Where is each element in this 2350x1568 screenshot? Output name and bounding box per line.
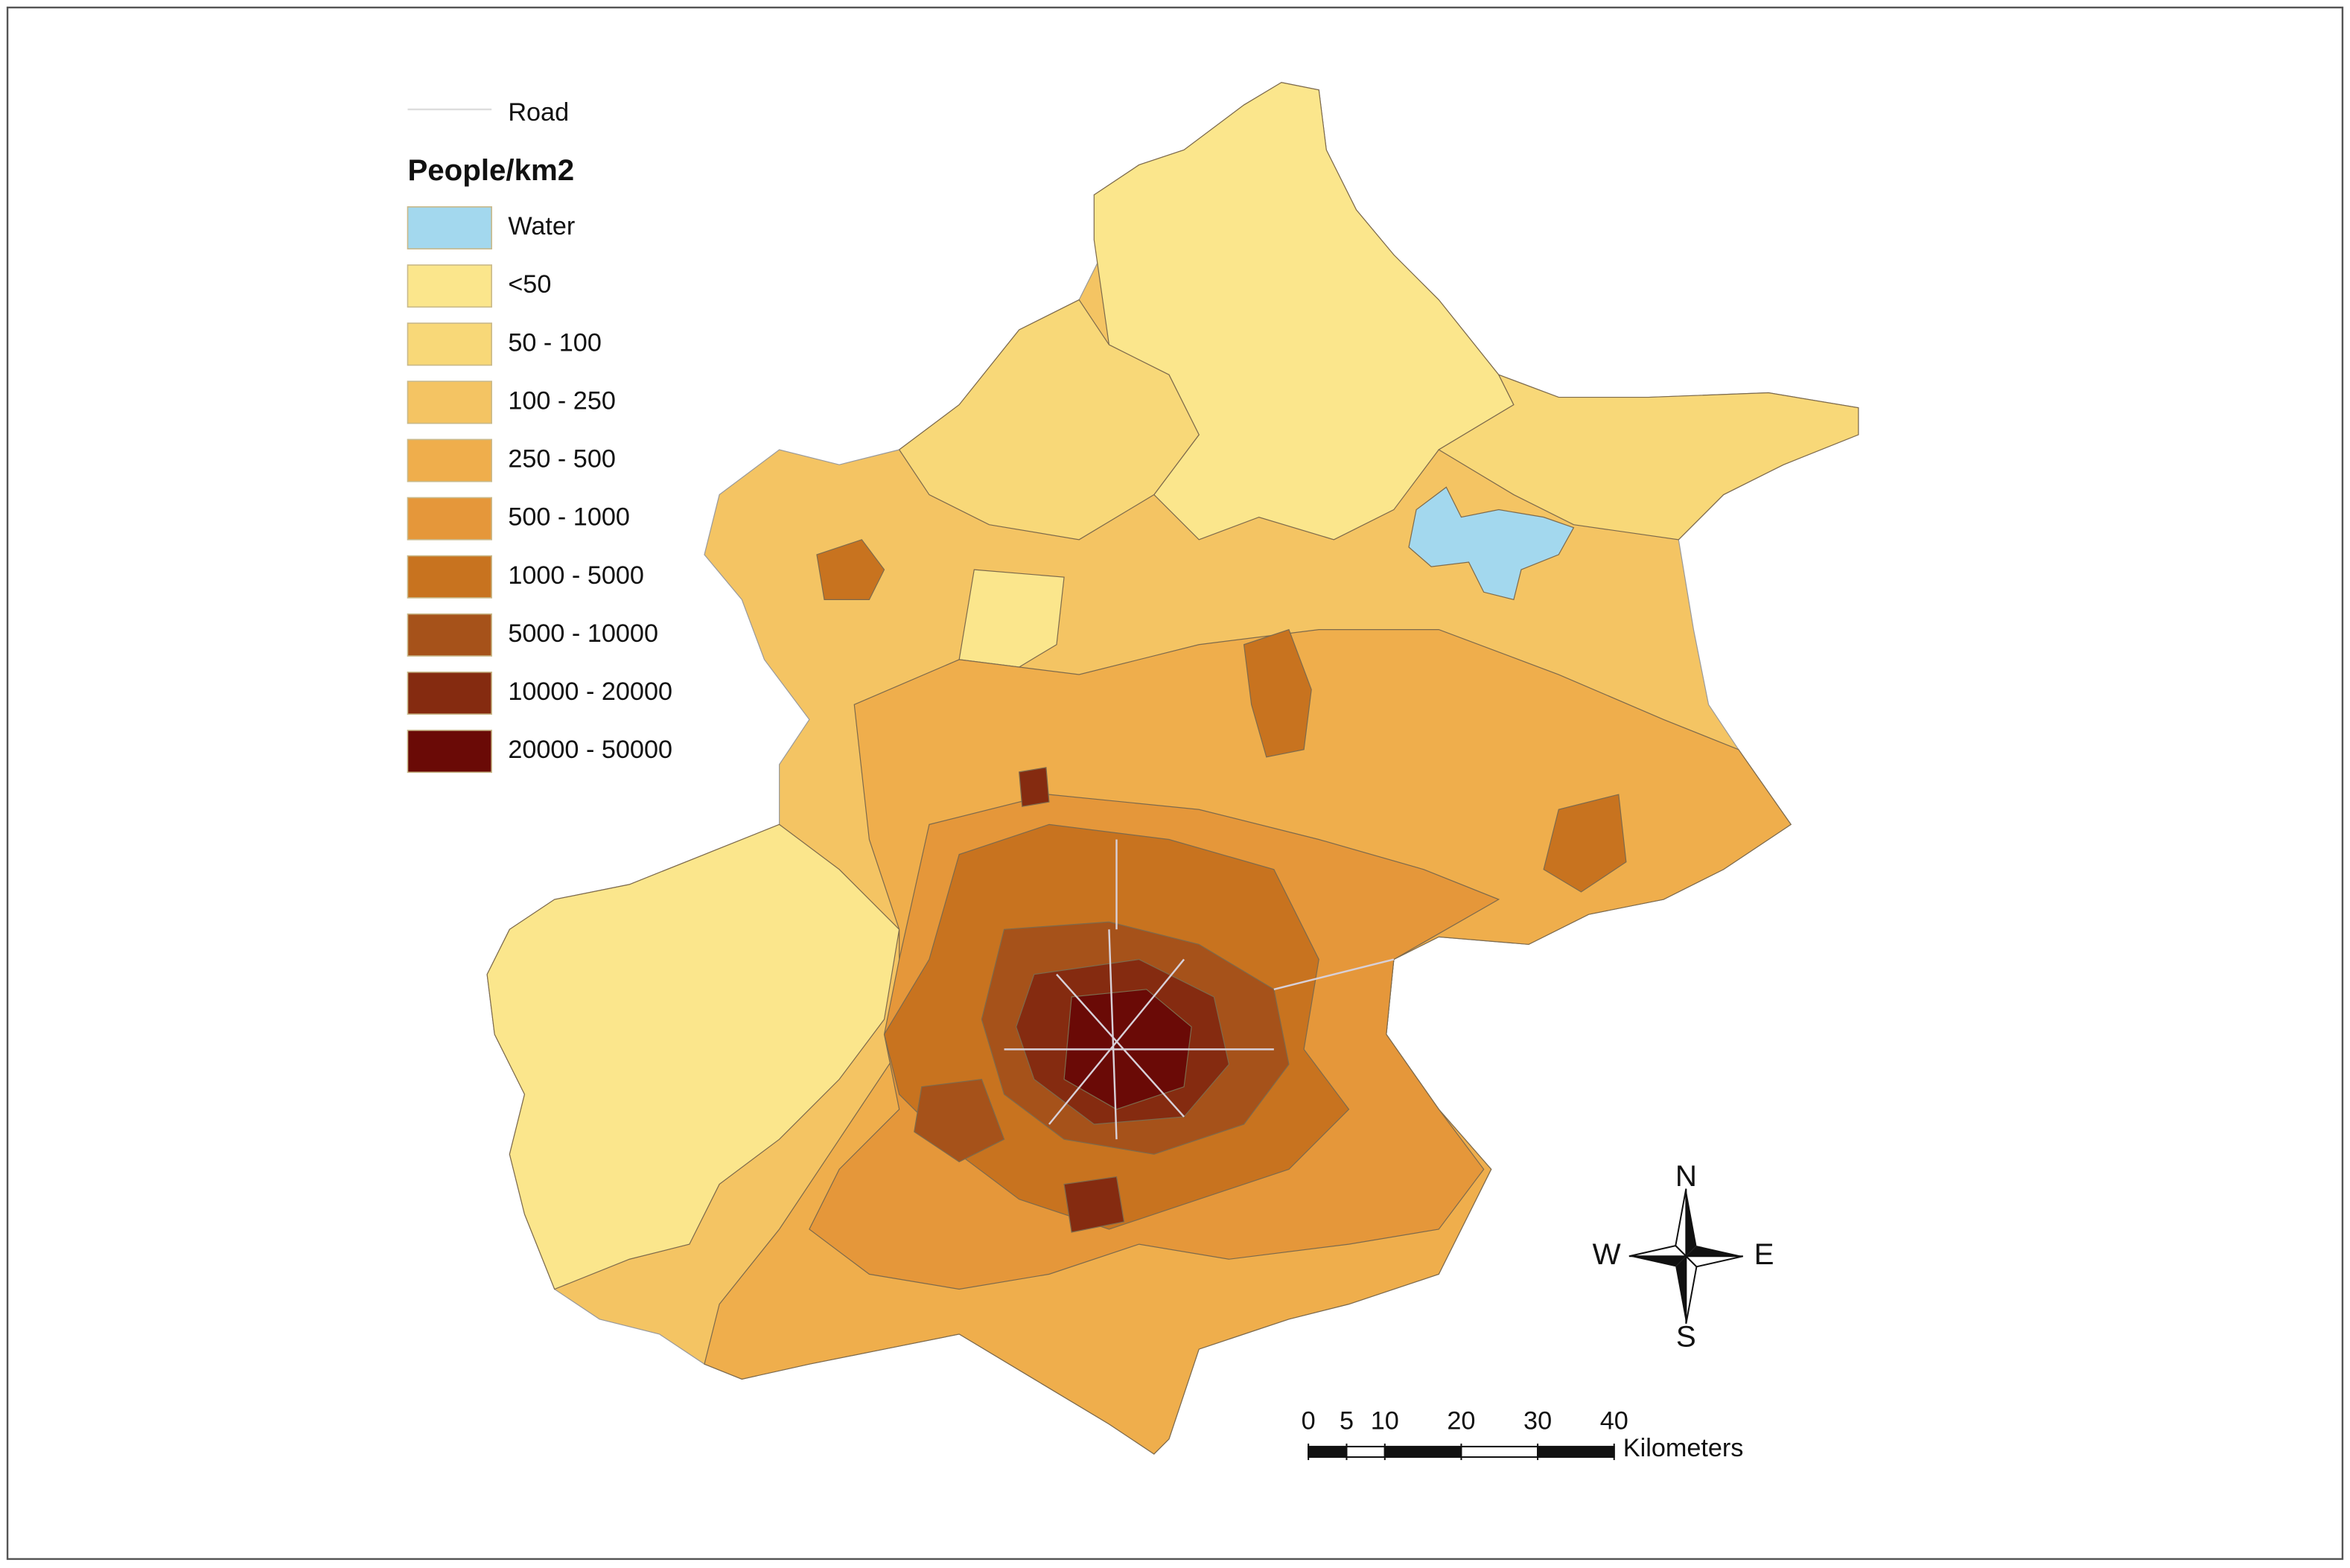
legend-label: <50: [508, 270, 551, 299]
legend-label: 10000 - 20000: [508, 678, 672, 706]
compass-w: W: [1593, 1237, 1621, 1271]
legend-label: 50 - 100: [508, 328, 602, 357]
legend-label: 250 - 500: [508, 445, 616, 474]
legend-swatch: [407, 613, 492, 657]
legend-swatch: [407, 555, 492, 599]
legend-swatch: [407, 497, 492, 541]
legend-label: 20000 - 50000: [508, 736, 672, 764]
road-lines: [1004, 839, 1395, 1140]
compass-arm: [1686, 1188, 1697, 1257]
legend-label: 500 - 1000: [508, 503, 630, 532]
scale-tick-label: 5: [1340, 1407, 1354, 1435]
legend-swatch: [407, 322, 492, 366]
region-west-2: [958, 569, 1065, 668]
legend-swatch: [407, 439, 492, 482]
compass-arm: [1684, 1255, 1744, 1268]
scale-unit: Kilometers: [1623, 1434, 1744, 1462]
scale-segment: [1383, 1445, 1462, 1459]
scale-tick-label: 10: [1371, 1407, 1399, 1435]
region-west: [486, 823, 900, 1290]
scale-segment: [1537, 1445, 1615, 1459]
legend-swatch: [407, 671, 492, 715]
legend-swatch: [407, 264, 492, 308]
legend-label: 100 - 250: [508, 386, 616, 415]
region-northeast: [1438, 374, 1859, 541]
compass-arm: [1628, 1256, 1687, 1267]
map-regions: [486, 82, 1859, 1455]
region-nw-town: [816, 539, 885, 600]
compass-e: E: [1754, 1237, 1774, 1271]
compass: N S W E: [1593, 1159, 1774, 1353]
legend-swatch: [407, 730, 492, 774]
legend: Road People/km2 Water <50 50 - 100 100 - 25…: [407, 98, 672, 774]
legend-title: People/km2: [407, 153, 574, 187]
region-northwest: [898, 299, 1200, 541]
compass-arm: [1686, 1246, 1743, 1257]
region-north: [1093, 82, 1515, 541]
scale-tick-label: 20: [1447, 1407, 1475, 1435]
water-body: [1408, 486, 1575, 601]
region-south-town: [1063, 1176, 1125, 1233]
legend-label: Water: [508, 212, 575, 240]
scale-segment: [1346, 1445, 1386, 1459]
scale-tick-label: 40: [1600, 1407, 1628, 1435]
compass-s: S: [1676, 1320, 1696, 1354]
legend-swatch: [407, 380, 492, 424]
region-east-town: [1243, 628, 1312, 758]
scale-segment: [1460, 1445, 1539, 1459]
road-label: Road: [508, 98, 569, 127]
compass-n: N: [1675, 1159, 1697, 1193]
legend-label: 1000 - 5000: [508, 561, 644, 590]
compass-arm: [1628, 1245, 1688, 1258]
region-sw-town: [914, 1078, 1005, 1163]
region-e-town: [1543, 794, 1627, 893]
compass-arm: [1675, 1256, 1687, 1324]
scale-segment: [1308, 1445, 1348, 1459]
region-north-town: [1019, 767, 1050, 807]
legend-swatch: [407, 206, 492, 250]
scale-tick-label: 0: [1302, 1407, 1316, 1435]
scale-tick-label: 30: [1523, 1407, 1552, 1435]
legend-label: 5000 - 10000: [508, 619, 658, 648]
